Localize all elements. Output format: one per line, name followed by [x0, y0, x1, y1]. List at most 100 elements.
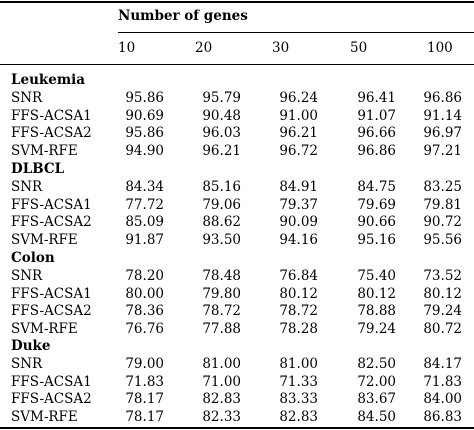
value-cell: 90.66	[357, 214, 396, 230]
value-cell: 78.17	[125, 391, 164, 407]
value-cell: 90.72	[423, 214, 462, 230]
group-title: Colon	[11, 250, 55, 266]
value-cell: 79.69	[357, 196, 396, 213]
value-cell: 84.00	[423, 391, 462, 407]
method-label: FFS-ACSA2	[11, 214, 92, 230]
value-cell: 81.00	[279, 356, 318, 372]
method-label: SNR	[11, 268, 43, 284]
value-cell: 91.07	[357, 107, 396, 124]
value-cell: 79.37	[279, 196, 318, 213]
value-cell: 94.16	[279, 231, 318, 248]
value-cell: 84.50	[357, 408, 396, 425]
value-cell: 96.72	[279, 142, 318, 159]
value-cell: 95.16	[357, 231, 396, 248]
value-cell: 82.50	[357, 356, 396, 372]
value-cell: 93.50	[202, 231, 241, 248]
value-cell: 79.00	[125, 356, 164, 372]
value-cell: 71.83	[125, 373, 164, 390]
method-label: FFS-ACSA1	[11, 373, 92, 390]
value-cell: 78.72	[279, 303, 318, 319]
column-header-50: 50	[350, 40, 368, 56]
value-cell: 71.83	[423, 373, 462, 390]
value-cell: 90.09	[279, 214, 318, 230]
top-rule	[0, 1, 474, 3]
value-cell: 96.03	[202, 125, 241, 141]
column-header-100: 100	[427, 40, 453, 56]
value-cell: 75.40	[357, 268, 396, 284]
value-cell: 82.33	[202, 408, 241, 425]
value-cell: 91.87	[125, 231, 164, 248]
value-cell: 96.86	[357, 142, 396, 159]
value-cell: 97.21	[423, 142, 462, 159]
group-title: Leukemia	[11, 72, 85, 88]
value-cell: 82.83	[279, 408, 318, 425]
method-label: SVM-RFE	[11, 231, 78, 248]
value-cell: 79.24	[423, 303, 462, 319]
value-cell: 96.66	[357, 125, 396, 141]
value-cell: 78.48	[202, 268, 241, 284]
value-cell: 79.80	[202, 285, 241, 302]
value-cell: 95.86	[125, 90, 164, 106]
value-cell: 90.48	[202, 107, 241, 124]
value-cell: 86.83	[423, 408, 462, 425]
method-label: SNR	[11, 90, 43, 106]
value-cell: 82.83	[202, 391, 241, 407]
column-header-20: 20	[195, 40, 213, 56]
value-cell: 80.12	[357, 285, 396, 302]
method-label: FFS-ACSA1	[11, 285, 92, 302]
value-cell: 78.88	[357, 303, 396, 319]
value-cell: 85.09	[125, 214, 164, 230]
value-cell: 77.88	[202, 320, 241, 337]
value-cell: 95.86	[125, 125, 164, 141]
value-cell: 96.21	[202, 142, 241, 159]
value-cell: 83.33	[279, 391, 318, 407]
column-group-header: Number of genes	[118, 8, 248, 24]
value-cell: 79.06	[202, 196, 241, 213]
value-cell: 71.33	[279, 373, 318, 390]
value-cell: 72.00	[357, 373, 396, 390]
header-rule	[0, 64, 474, 65]
value-cell: 80.72	[423, 320, 462, 337]
value-cell: 96.41	[357, 90, 396, 106]
method-label: FFS-ACSA1	[11, 107, 92, 124]
value-cell: 96.86	[423, 90, 462, 106]
value-cell: 95.56	[423, 231, 462, 248]
method-label: FFS-ACSA2	[11, 391, 92, 407]
value-cell: 84.75	[357, 179, 396, 195]
method-label: FFS-ACSA1	[11, 196, 92, 213]
method-label: SNR	[11, 179, 43, 195]
value-cell: 91.14	[423, 107, 462, 124]
value-cell: 78.72	[202, 303, 241, 319]
column-header-10: 10	[118, 40, 136, 56]
value-cell: 76.76	[125, 320, 164, 337]
bottom-rule	[0, 427, 474, 429]
value-cell: 78.17	[125, 408, 164, 425]
method-label: SVM-RFE	[11, 408, 78, 425]
value-cell: 80.12	[279, 285, 318, 302]
value-cell: 79.24	[357, 320, 396, 337]
value-cell: 88.62	[202, 214, 241, 230]
value-cell: 96.21	[279, 125, 318, 141]
method-label: FFS-ACSA2	[11, 125, 92, 141]
value-cell: 95.79	[202, 90, 241, 106]
method-label: FFS-ACSA2	[11, 303, 92, 319]
group-title: Duke	[11, 338, 51, 354]
method-label: SVM-RFE	[11, 320, 78, 337]
value-cell: 90.69	[125, 107, 164, 124]
value-cell: 84.17	[423, 356, 462, 372]
value-cell: 78.20	[125, 268, 164, 284]
value-cell: 94.90	[125, 142, 164, 159]
value-cell: 81.00	[202, 356, 241, 372]
value-cell: 84.91	[279, 179, 318, 195]
group-title: DLBCL	[11, 161, 65, 177]
value-cell: 73.52	[423, 268, 462, 284]
value-cell: 80.00	[125, 285, 164, 302]
value-cell: 96.24	[279, 90, 318, 106]
method-label: SVM-RFE	[11, 142, 78, 159]
value-cell: 83.25	[423, 179, 462, 195]
header-subrule	[118, 32, 474, 33]
value-cell: 83.67	[357, 391, 396, 407]
value-cell: 78.28	[279, 320, 318, 337]
value-cell: 85.16	[202, 179, 241, 195]
value-cell: 80.12	[423, 285, 462, 302]
